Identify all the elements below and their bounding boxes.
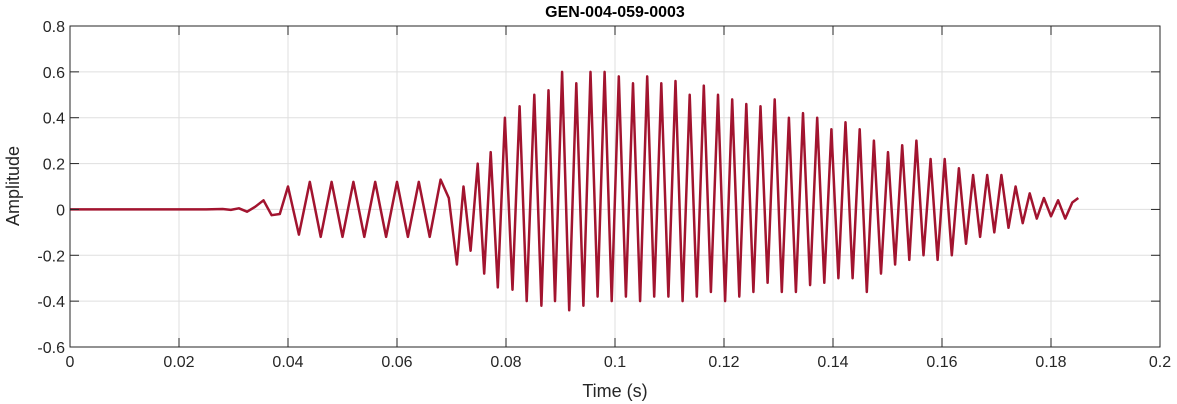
x-axis-ticks: 0 0.02 0.04 0.06 0.08 0.1 0.12 0.14 0.16 0.18 0.2 [66,26,1171,371]
y-tick-label: -0.2 [37,248,65,265]
x-tick-label: 0.14 [817,354,848,371]
series-layer [70,70,1080,312]
x-tick-label: 0.18 [1035,354,1066,371]
y-tick-label: 0.2 [43,157,65,174]
series-line [70,70,1080,312]
x-tick-label: 0.08 [490,354,521,371]
x-tick-label: 0.2 [1149,354,1171,371]
x-tick-label: 0.1 [604,354,626,371]
x-tick-label: 0 [66,354,75,371]
y-tick-label: 0 [56,202,65,219]
y-tick-label: 0.8 [43,19,65,36]
x-tick-label: 0.06 [381,354,412,371]
x-tick-label: 0.12 [708,354,739,371]
x-axis-title: Time (s) [582,381,647,401]
x-tick-label: 0.04 [272,354,303,371]
y-tick-label: -0.4 [37,294,65,311]
y-tick-label: 0.6 [43,65,65,82]
x-tick-label: 0.16 [926,354,957,371]
chart-title: GEN-004-059-0003 [545,4,685,21]
y-tick-label: 0.4 [43,111,65,128]
y-axis-ticks: -0.6 -0.4 -0.2 0 0.2 0.4 0.6 0.8 [37,19,1160,357]
y-axis-title: Amplitude [3,146,23,226]
x-tick-label: 0.02 [163,354,194,371]
y-tick-label: -0.6 [37,340,65,357]
